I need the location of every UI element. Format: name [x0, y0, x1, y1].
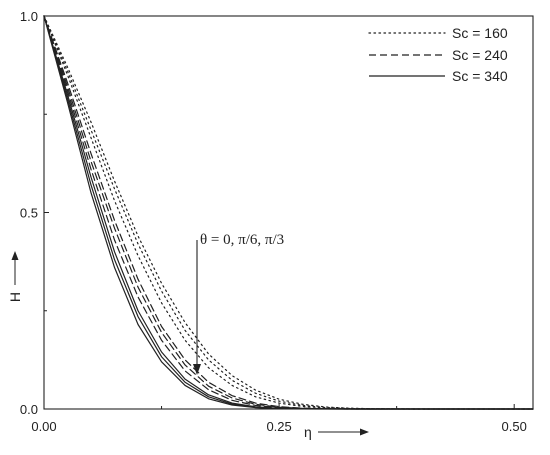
- x-axis-label: η: [304, 424, 312, 440]
- series-line-dotted-1: [43, 15, 534, 410]
- axis-tick-labels: 0.00 0.25 0.50 0.0 0.5 1.0: [20, 9, 527, 434]
- y-tick-label: 0.5: [20, 206, 38, 221]
- axis-ticks: [43, 15, 515, 410]
- x-axis-label-arrow-head: [360, 428, 369, 436]
- series-line-dotted-2: [43, 15, 534, 410]
- legend-label-sc-160: Sc = 160: [452, 25, 508, 41]
- y-axis-label-arrow-head: [11, 251, 19, 260]
- annotation-arrow-head: [193, 364, 201, 375]
- y-axis-label: H: [7, 292, 23, 302]
- x-tick-label: 0.00: [31, 419, 56, 434]
- legend: Sc = 160 Sc = 240 Sc = 340: [368, 25, 508, 84]
- x-tick-label: 0.25: [266, 419, 291, 434]
- x-tick-label: 0.50: [502, 419, 527, 434]
- legend-label-sc-240: Sc = 240: [452, 47, 508, 63]
- y-tick-label: 0.0: [20, 402, 38, 417]
- x-axis-label-group: η: [304, 424, 369, 440]
- y-tick-label: 1.0: [20, 9, 38, 24]
- y-axis-label-group: H: [7, 251, 23, 302]
- legend-label-sc-340: Sc = 340: [452, 68, 508, 84]
- annotation-label: θ = 0, π/6, π/3: [200, 232, 284, 248]
- theta-annotation: θ = 0, π/6, π/3: [193, 232, 284, 375]
